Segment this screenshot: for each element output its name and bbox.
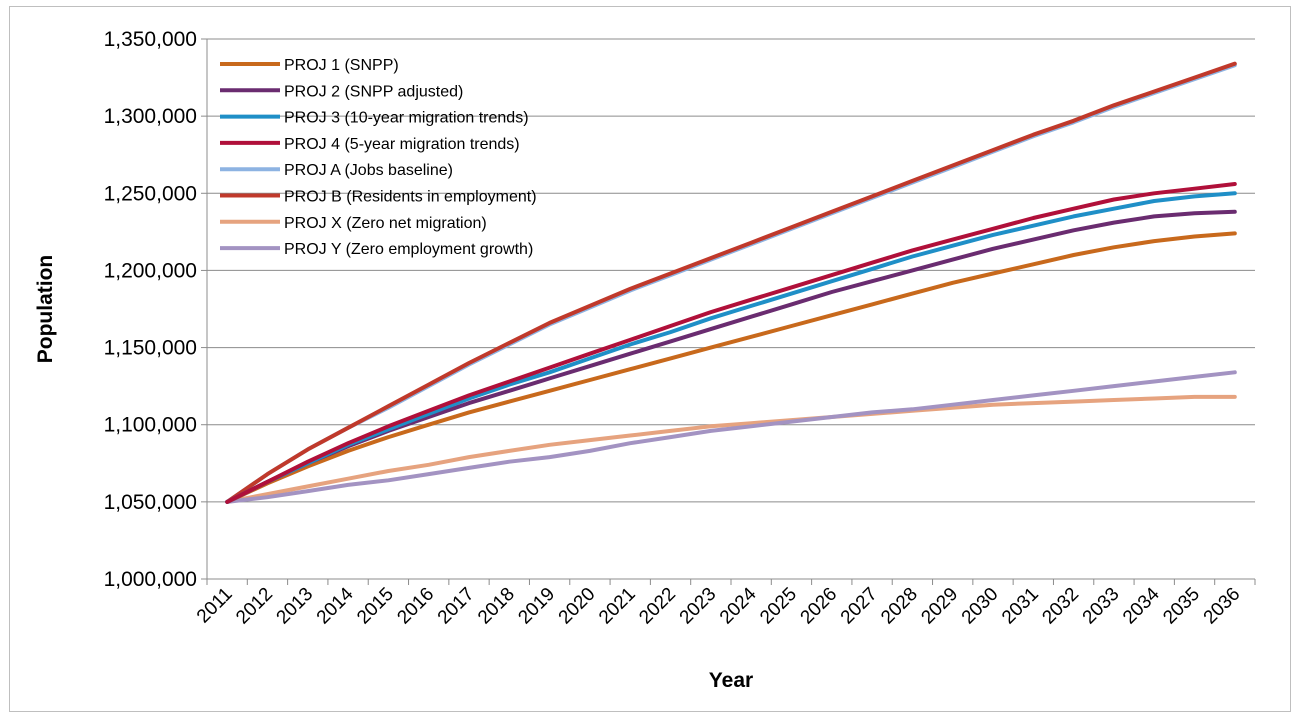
- x-tick-label: 2031: [998, 584, 1043, 629]
- x-tick-labels: 2011201220132014201520162017201820192020…: [193, 583, 1244, 628]
- x-tick-label: 2014: [313, 583, 358, 628]
- y-tick-label: 1,000,000: [104, 568, 197, 591]
- x-tick-label: 2016: [393, 584, 438, 629]
- x-tick-label: 2022: [635, 584, 680, 629]
- x-axis-title: Year: [709, 669, 753, 692]
- series-line: [225, 182, 1237, 504]
- y-tick-label: 1,350,000: [104, 28, 197, 51]
- x-tick-label: 2019: [514, 584, 559, 629]
- chart-frame: 1,000,000 1,050,000 1,100,000 1,150,000 1,20…: [9, 6, 1291, 712]
- legend: PROJ 1 (SNPP) PROJ 2 (SNPP adjusted) PROJ …: [220, 57, 537, 258]
- y-tick-labels: 1,000,000 1,050,000 1,100,000 1,150,000 1,20…: [104, 28, 197, 591]
- population-line-chart: 1,000,000 1,050,000 1,100,000 1,150,000 1,20…: [34, 28, 1256, 692]
- x-tick-label: 2027: [837, 584, 882, 629]
- x-tick-label: 2011: [193, 584, 237, 628]
- y-tick-label: 1,050,000: [104, 491, 197, 514]
- x-tick-label: 2021: [595, 584, 640, 629]
- y-tick-label: 1,250,000: [104, 182, 197, 205]
- y-tick-label: 1,150,000: [104, 337, 197, 360]
- series-line: [225, 191, 1237, 504]
- axes: [201, 38, 1256, 585]
- legend-entry: PROJ 3 (10-year migration trends): [284, 110, 529, 127]
- x-tick-label: 2030: [958, 584, 1003, 629]
- y-axis-title: Population: [34, 255, 57, 364]
- x-tick-label: 2033: [1079, 584, 1124, 629]
- x-tick-label: 2034: [1119, 583, 1164, 628]
- x-tick-label: 2028: [877, 584, 922, 629]
- x-tick-label: 2026: [797, 584, 842, 629]
- legend-entry: PROJ 4 (5-year migration trends): [284, 136, 520, 153]
- series-lines: [225, 61, 1237, 504]
- series-line: [225, 61, 1237, 504]
- x-tick-label: 2023: [676, 584, 721, 629]
- gridlines: [207, 38, 1255, 503]
- legend-entry: PROJ Y (Zero employment growth): [284, 241, 533, 258]
- series-line: [225, 231, 1237, 504]
- x-tick-label: 2032: [1038, 584, 1083, 629]
- x-tick-label: 2035: [1159, 584, 1204, 629]
- legend-entry: PROJ 2 (SNPP adjusted): [284, 83, 463, 100]
- series-line: [225, 394, 1237, 504]
- x-tick-label: 2020: [555, 584, 600, 629]
- y-tick-label: 1,100,000: [104, 414, 197, 437]
- x-tick-label: 2013: [273, 584, 318, 629]
- x-tick-label: 2017: [434, 584, 479, 629]
- x-tick-label: 2029: [917, 584, 962, 629]
- legend-entry: PROJ 1 (SNPP): [284, 57, 399, 74]
- legend-entry: PROJ X (Zero net migration): [284, 215, 487, 232]
- x-tick-label: 2018: [474, 584, 519, 629]
- x-tick-label: 2025: [756, 584, 801, 629]
- x-tick-label: 2024: [716, 583, 761, 628]
- y-tick-label: 1,300,000: [104, 105, 197, 128]
- y-tick-label: 1,200,000: [104, 259, 197, 282]
- series-line: [225, 370, 1237, 504]
- x-tick-label: 2012: [232, 584, 277, 629]
- x-tick-label: 2015: [353, 584, 398, 629]
- x-tick-label: 2036: [1200, 584, 1245, 629]
- legend-entry: PROJ B (Residents in employment): [284, 189, 537, 206]
- legend-entry: PROJ A (Jobs baseline): [284, 162, 453, 179]
